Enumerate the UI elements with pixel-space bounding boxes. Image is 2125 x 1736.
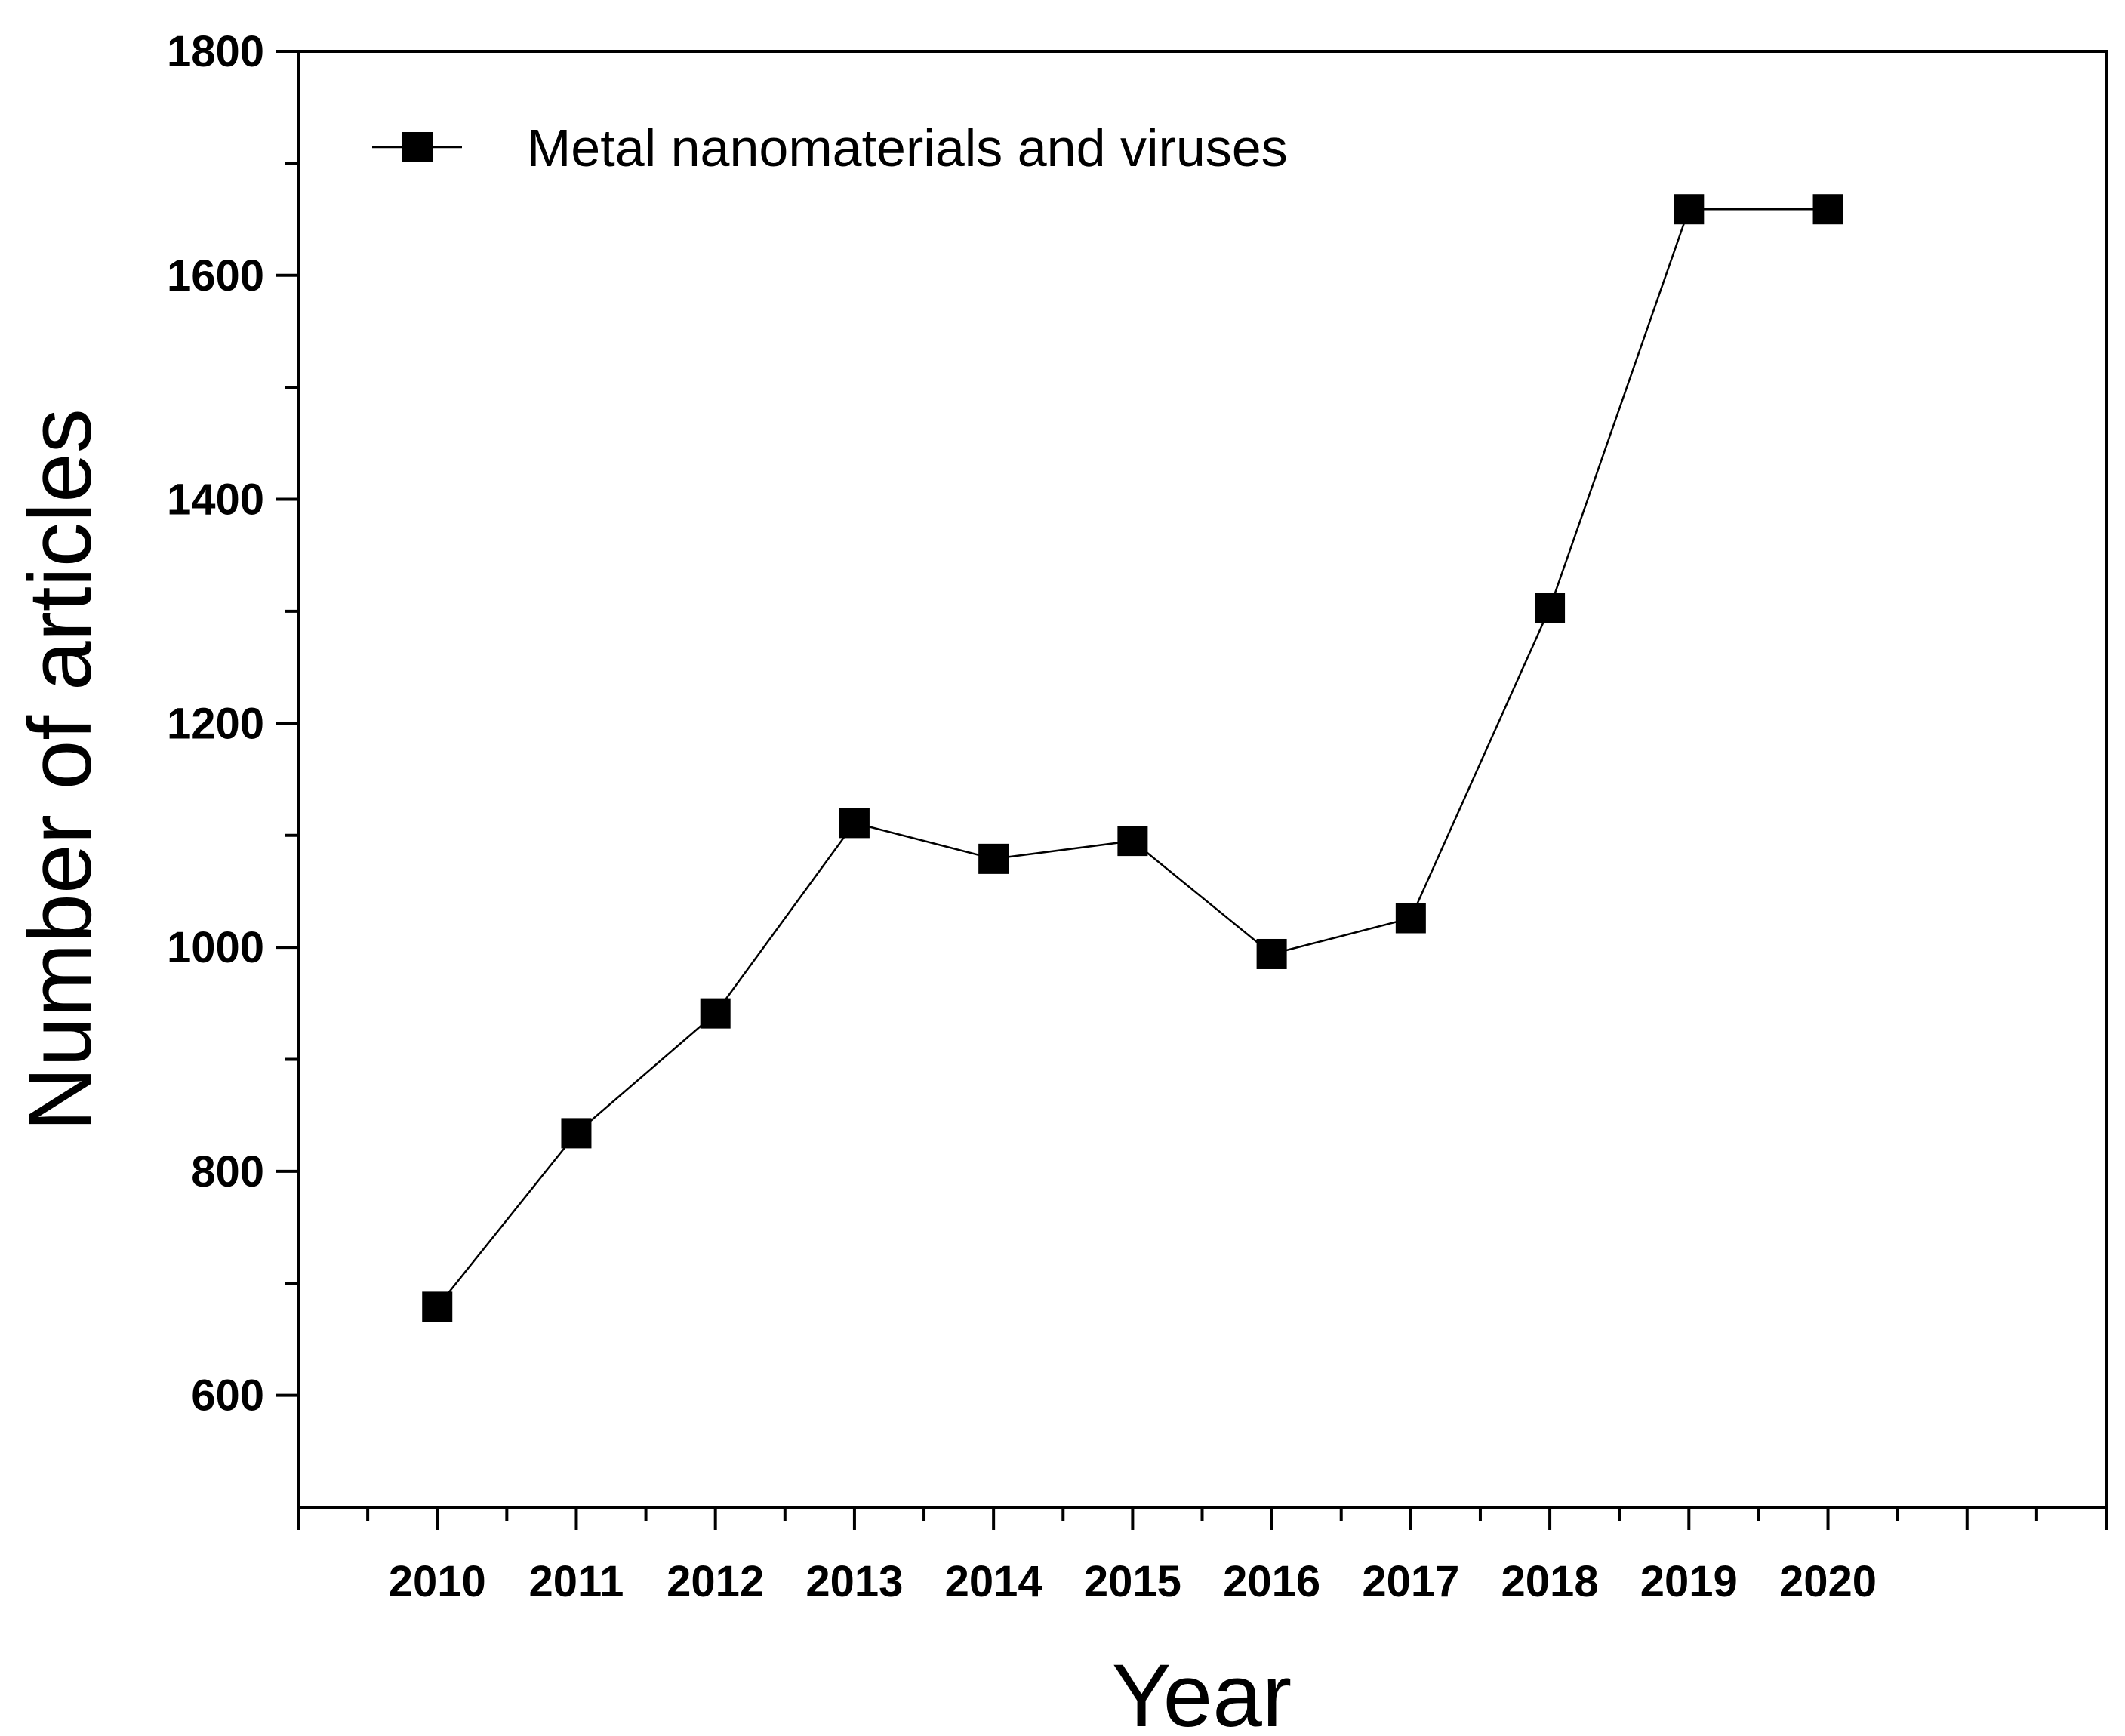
x-axis-ticks (297, 1507, 2108, 1530)
y-axis-title: Number of articles (11, 408, 110, 1131)
x-tick-label: 2017 (1362, 1557, 1459, 1606)
x-axis-tick-labels: 2010 2011 2012 2013 2014 2015 2016 2017 2018 2019… (389, 1557, 1877, 1606)
series-group (422, 194, 1843, 1322)
data-point-marker (978, 843, 1009, 874)
data-point-marker (1117, 826, 1148, 857)
data-point-marker (1535, 593, 1566, 623)
data-point-marker (700, 998, 731, 1029)
plot-frame (297, 50, 2108, 1509)
x-axis-title: Year (1112, 1646, 1292, 1736)
x-tick-label: 2013 (805, 1557, 903, 1606)
x-tick-label: 2015 (1084, 1557, 1181, 1606)
legend: Metal nanomaterials and viruses (372, 119, 1288, 177)
y-tick-label: 800 (191, 1147, 264, 1196)
data-point-marker (1256, 938, 1287, 969)
series-line (436, 208, 1828, 1308)
legend-label: Metal nanomaterials and viruses (527, 119, 1288, 177)
y-tick-label: 1400 (167, 476, 264, 525)
y-tick-label: 1200 (167, 699, 264, 748)
x-tick-label: 2012 (667, 1557, 764, 1606)
y-axis-ticks (276, 50, 298, 1397)
data-point-marker (561, 1118, 592, 1149)
x-tick-label: 2020 (1779, 1557, 1877, 1606)
x-tick-label: 2016 (1223, 1557, 1320, 1606)
x-tick-label: 2018 (1501, 1557, 1599, 1606)
data-point-marker (1395, 903, 1426, 934)
x-tick-label: 2014 (945, 1557, 1042, 1606)
y-tick-label: 1600 (167, 251, 264, 300)
data-point-marker (1674, 194, 1705, 225)
x-tick-label: 2019 (1640, 1557, 1738, 1606)
x-tick-label: 2011 (529, 1557, 624, 1606)
legend-square-marker (402, 132, 433, 162)
x-tick-label: 2010 (389, 1557, 486, 1606)
y-tick-label: 1000 (167, 923, 264, 972)
y-tick-label: 1800 (167, 27, 264, 76)
data-point-marker (1812, 194, 1843, 225)
data-point-marker (422, 1291, 453, 1322)
plot-border (297, 50, 2108, 1509)
y-tick-label: 600 (191, 1371, 264, 1421)
data-point-marker (839, 808, 870, 839)
y-axis-tick-labels: 600 800 1000 1200 1400 1600 1800 (167, 27, 264, 1421)
